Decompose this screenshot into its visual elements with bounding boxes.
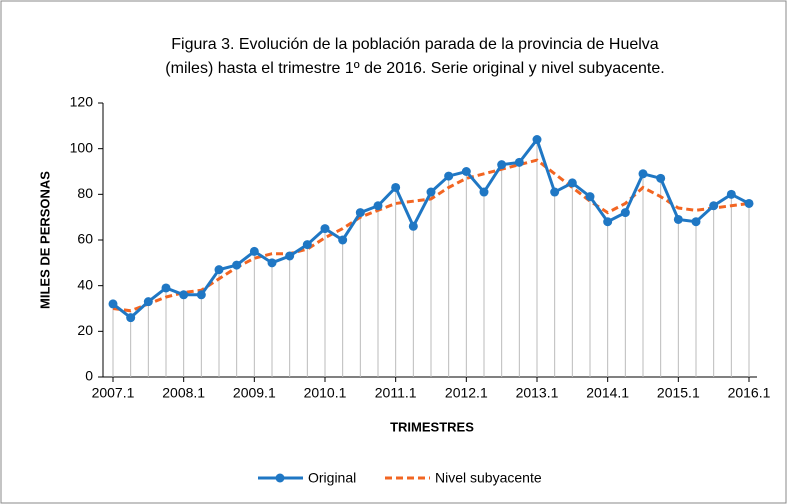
- x-tick-label: 2012.1: [445, 385, 488, 401]
- marker: [126, 313, 136, 323]
- marker: [656, 173, 666, 183]
- x-tick-label: 2008.1: [162, 385, 205, 401]
- y-tick-label: 100: [70, 139, 94, 155]
- legend-label: Nivel subyacente: [435, 470, 542, 486]
- marker: [143, 297, 153, 307]
- marker: [214, 265, 224, 275]
- series-line: [112, 158, 750, 313]
- x-tick-label: 2010.1: [304, 385, 347, 401]
- y-tick-label: 120: [70, 94, 94, 110]
- legend-label: Original: [308, 470, 356, 486]
- x-tick-label: 2011.1: [375, 385, 417, 401]
- chart-subtitle: (miles) hasta el trimestre 1º de 2016. S…: [165, 60, 664, 77]
- marker: [179, 290, 189, 300]
- x-tick-label: 2016.1: [728, 385, 771, 401]
- marker: [479, 187, 489, 197]
- marker: [567, 178, 577, 188]
- marker: [196, 290, 206, 300]
- y-tick-label: 40: [77, 276, 93, 292]
- x-tick-label: 2014.1: [586, 385, 629, 401]
- y-tick-label: 60: [77, 231, 93, 247]
- x-tick-label: 2015.1: [657, 385, 700, 401]
- marker: [709, 201, 719, 211]
- marker: [232, 260, 242, 270]
- marker: [391, 182, 401, 192]
- x-tick-label: 2013.1: [516, 385, 559, 401]
- marker: [320, 224, 330, 234]
- x-axis-label: TRIMESTRES: [390, 419, 474, 434]
- marker: [532, 135, 542, 145]
- chart-title: Figura 3. Evolución de la población para…: [171, 36, 659, 53]
- marker: [514, 157, 524, 167]
- marker: [108, 299, 118, 309]
- marker: [497, 160, 507, 170]
- marker: [444, 171, 454, 181]
- marker: [426, 187, 436, 197]
- marker: [302, 240, 312, 250]
- y-tick-label: 80: [77, 185, 93, 201]
- y-tick-label: 0: [85, 368, 93, 384]
- marker: [638, 169, 648, 179]
- x-tick-label: 2009.1: [233, 385, 276, 401]
- marker: [620, 208, 630, 218]
- marker: [373, 201, 383, 211]
- marker: [249, 246, 259, 256]
- marker: [338, 235, 348, 245]
- marker: [550, 187, 560, 197]
- marker: [691, 217, 701, 227]
- x-tick-label: 2007.1: [92, 385, 135, 401]
- marker: [408, 221, 418, 231]
- marker: [585, 192, 595, 202]
- marker: [355, 208, 365, 218]
- y-tick-label: 20: [77, 322, 93, 338]
- marker: [285, 251, 295, 261]
- marker: [603, 217, 613, 227]
- marker: [744, 198, 754, 208]
- marker: [267, 258, 277, 268]
- marker: [161, 283, 171, 293]
- legend-marker: [275, 473, 285, 483]
- marker: [673, 214, 683, 224]
- marker: [461, 167, 471, 176]
- y-axis-label: MILES DE PERSONAS: [37, 171, 52, 309]
- marker: [726, 189, 736, 199]
